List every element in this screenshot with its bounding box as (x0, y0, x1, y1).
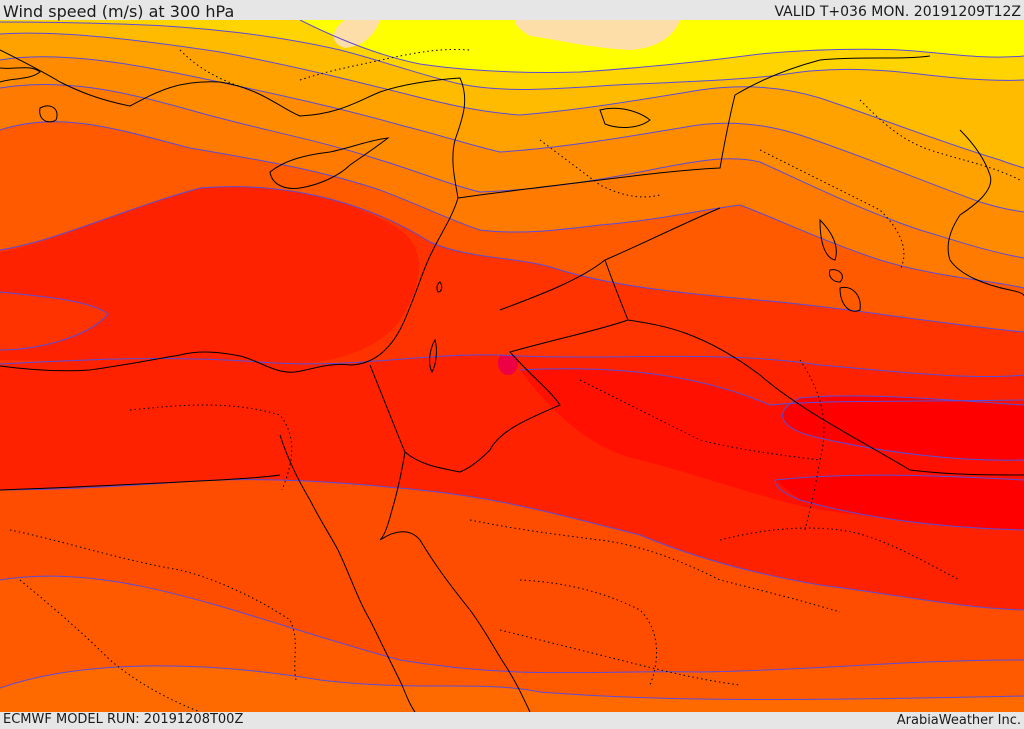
map-canvas[interactable] (0, 20, 1024, 712)
footer-bar: ECMWF MODEL RUN: 20191208T00Z ArabiaWeat… (0, 712, 1024, 729)
wind-band-jet-max (782, 395, 1024, 461)
credit-label: ArabiaWeather Inc. (896, 713, 1021, 728)
model-run-label: ECMWF MODEL RUN: 20191208T00Z (3, 712, 244, 727)
wind-max-spot (498, 351, 518, 375)
wind-band-west-lobe (0, 292, 108, 350)
header-bar: Wind speed (m/s) at 300 hPa VALID T+036 … (0, 0, 1024, 20)
wind-band-orange-1 (0, 121, 1024, 333)
wind-band-orange-3 (0, 56, 1024, 258)
wind-band-yellow (300, 20, 1024, 73)
wind-band-lightest-2 (515, 20, 680, 50)
provincial-borders (9, 48, 1021, 712)
wind-band-amber-1 (0, 33, 1024, 212)
wind-speed-map (0, 20, 1024, 712)
map-title: Wind speed (m/s) at 300 hPa (3, 2, 235, 21)
national-borders (0, 55, 1024, 491)
wind-band-orange-2 (0, 84, 1024, 289)
wind-band-jet-max-2 (775, 475, 1024, 530)
wind-band-cyprus-max (0, 186, 419, 365)
coastlines (0, 49, 1024, 712)
wind-band-southwest (0, 665, 1024, 712)
valid-time: VALID T+036 MON. 20191209T12Z (774, 4, 1021, 20)
isotach-contours (0, 20, 1024, 700)
